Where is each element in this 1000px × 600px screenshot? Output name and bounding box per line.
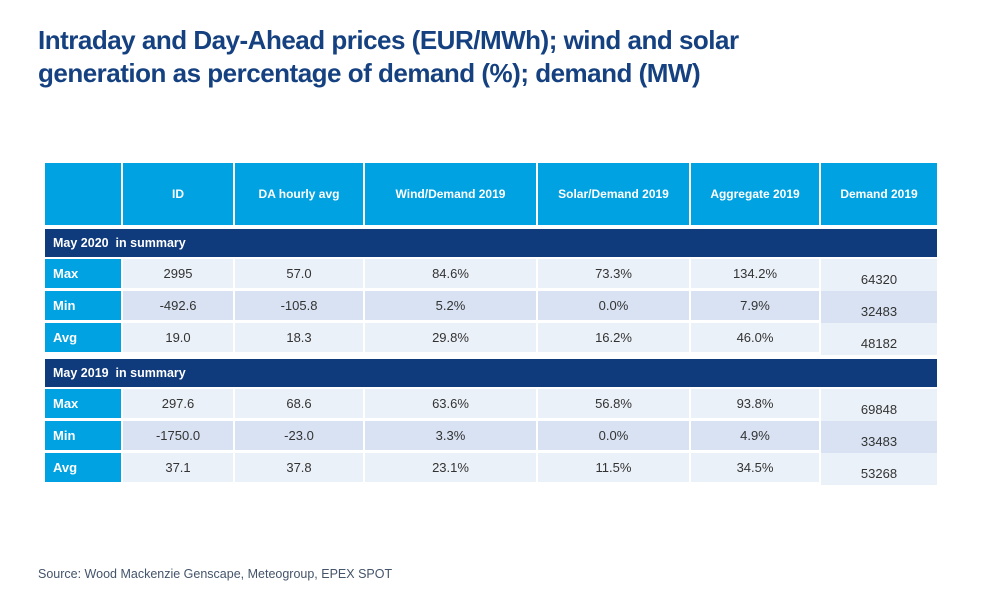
header-cell-demand-2019: Demand 2019	[821, 163, 937, 225]
data-cell: 297.6	[123, 389, 235, 421]
data-cell: 0.0%	[538, 421, 691, 453]
table-row-2019-max: Max 297.6 68.6 63.6% 56.8% 93.8% 69848	[45, 389, 937, 421]
data-cell: -492.6	[123, 291, 235, 323]
table-row-2019-min: Min -1750.0 -23.0 3.3% 0.0% 4.9% 33483	[45, 421, 937, 453]
page-title-line-1: Intraday and Day-Ahead prices (EUR/MWh);…	[38, 25, 739, 55]
section-header-may-2019: May 2019 in summary	[45, 355, 937, 389]
data-cell-demand: 32483	[821, 291, 937, 323]
data-cell: -1750.0	[123, 421, 235, 453]
data-cell: 93.8%	[691, 389, 821, 421]
data-cell-demand: 64320	[821, 259, 937, 291]
page-title: Intraday and Day-Ahead prices (EUR/MWh);…	[38, 24, 858, 90]
data-cell: 37.8	[235, 453, 365, 485]
data-cell: 57.0	[235, 259, 365, 291]
row-label: Max	[45, 259, 123, 291]
table-row-2020-max: Max 2995 57.0 84.6% 73.3% 134.2% 64320	[45, 259, 937, 291]
header-cell-blank	[45, 163, 123, 225]
row-label: Max	[45, 389, 123, 421]
data-cell: 0.0%	[538, 291, 691, 323]
data-cell: 23.1%	[365, 453, 538, 485]
data-cell: 68.6	[235, 389, 365, 421]
data-cell-demand: 33483	[821, 421, 937, 453]
data-cell: 5.2%	[365, 291, 538, 323]
table-row-2019-avg: Avg 37.1 37.8 23.1% 11.5% 34.5% 53268	[45, 453, 937, 485]
row-label: Avg	[45, 453, 123, 485]
data-cell: 11.5%	[538, 453, 691, 485]
data-cell: 16.2%	[538, 323, 691, 355]
section-label: May 2019 in summary	[45, 355, 937, 389]
data-cell: 4.9%	[691, 421, 821, 453]
source-note: Source: Wood Mackenzie Genscape, Meteogr…	[38, 567, 393, 581]
section-header-may-2020: May 2020 in summary	[45, 225, 937, 259]
header-cell-wind-demand-2019: Wind/Demand 2019	[365, 163, 538, 225]
header-cell-solar-demand-2019: Solar/Demand 2019	[538, 163, 691, 225]
row-label: Min	[45, 291, 123, 323]
data-cell-demand: 53268	[821, 453, 937, 485]
data-cell: 29.8%	[365, 323, 538, 355]
header-cell-id: ID	[123, 163, 235, 225]
data-cell: 18.3	[235, 323, 365, 355]
data-cell: 134.2%	[691, 259, 821, 291]
data-cell: 19.0	[123, 323, 235, 355]
data-cell: 37.1	[123, 453, 235, 485]
data-cell: 3.3%	[365, 421, 538, 453]
data-cell: 73.3%	[538, 259, 691, 291]
row-label: Avg	[45, 323, 123, 355]
data-cell: 84.6%	[365, 259, 538, 291]
header-cell-da-hourly-avg: DA hourly avg	[235, 163, 365, 225]
data-cell: -105.8	[235, 291, 365, 323]
data-cell: 7.9%	[691, 291, 821, 323]
summary-table: ID DA hourly avg Wind/Demand 2019 Solar/…	[45, 163, 937, 485]
data-cell: 2995	[123, 259, 235, 291]
table-row-2020-min: Min -492.6 -105.8 5.2% 0.0% 7.9% 32483	[45, 291, 937, 323]
data-cell: 46.0%	[691, 323, 821, 355]
table-row-2020-avg: Avg 19.0 18.3 29.8% 16.2% 46.0% 48182	[45, 323, 937, 355]
header-row: ID DA hourly avg Wind/Demand 2019 Solar/…	[45, 163, 937, 225]
page-title-line-2: generation as percentage of demand (%); …	[38, 58, 701, 88]
data-cell-demand: 69848	[821, 389, 937, 421]
data-cell-demand: 48182	[821, 323, 937, 355]
row-label: Min	[45, 421, 123, 453]
data-cell: 63.6%	[365, 389, 538, 421]
data-cell: -23.0	[235, 421, 365, 453]
data-cell: 34.5%	[691, 453, 821, 485]
header-cell-aggregate-2019: Aggregate 2019	[691, 163, 821, 225]
data-cell: 56.8%	[538, 389, 691, 421]
section-label: May 2020 in summary	[45, 225, 937, 259]
